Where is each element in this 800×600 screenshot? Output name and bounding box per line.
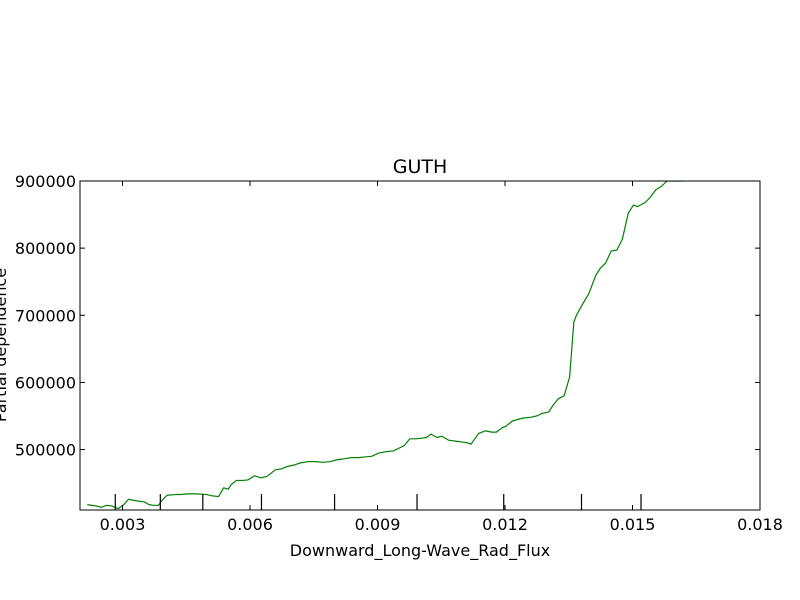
y-axis-label: Partial dependence — [0, 268, 10, 422]
y-tick-label: 900000 — [15, 172, 76, 191]
x-tick-label: 0.006 — [227, 515, 273, 534]
x-tick-label: 0.003 — [100, 515, 146, 534]
x-tick-label: 0.015 — [610, 515, 656, 534]
plot-frame — [79, 180, 761, 511]
y-axis-ticks: 500000 600000 700000 800000 900000 — [15, 172, 760, 460]
y-tick-label: 600000 — [15, 373, 76, 392]
x-tick-label: 0.009 — [355, 515, 401, 534]
y-tick-label: 700000 — [15, 306, 76, 325]
y-tick-label: 500000 — [15, 441, 76, 460]
x-axis-label: Downward_Long-Wave_Rad_Flux — [290, 541, 550, 561]
x-tick-label: 0.018 — [737, 515, 783, 534]
y-tick-label: 800000 — [15, 239, 76, 258]
x-tick-label: 0.012 — [482, 515, 528, 534]
plot-area — [87, 181, 684, 510]
chart-title: GUTH — [393, 156, 448, 178]
rug-marks — [114, 494, 642, 510]
series-line-0 — [87, 181, 684, 510]
x-axis-ticks: 0.003 0.006 0.009 0.012 0.015 0.018 — [100, 181, 783, 534]
